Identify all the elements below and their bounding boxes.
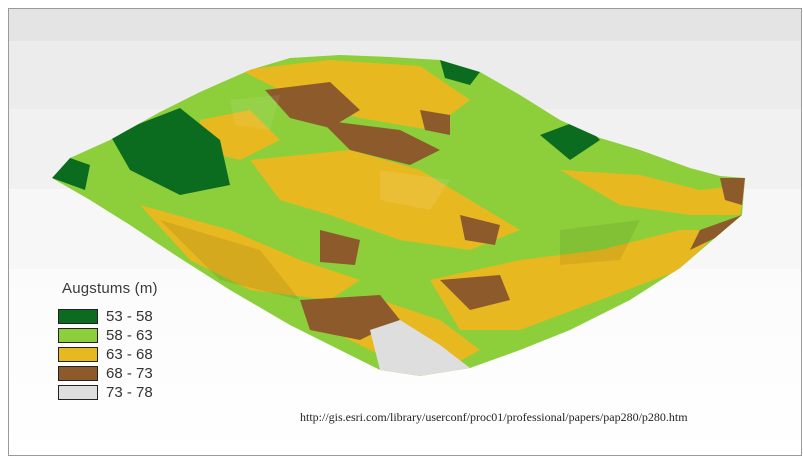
- legend-swatch: [58, 347, 98, 362]
- legend-swatch: [58, 385, 98, 400]
- legend-label: 53 - 58: [106, 308, 153, 325]
- legend-swatch: [58, 309, 98, 324]
- legend-item: 73 - 78: [58, 383, 158, 402]
- legend-label: 73 - 78: [106, 384, 153, 401]
- legend-label: 58 - 63: [106, 327, 153, 344]
- legend-item: 53 - 58: [58, 307, 158, 326]
- legend-item: 68 - 73: [58, 364, 158, 383]
- legend-item: 63 - 68: [58, 345, 158, 364]
- legend-label: 68 - 73: [106, 365, 153, 382]
- legend-item: 58 - 63: [58, 326, 158, 345]
- source-url: http://gis.esri.com/library/userconf/pro…: [300, 410, 688, 424]
- legend-label: 63 - 68: [106, 346, 153, 363]
- legend-swatch: [58, 366, 98, 381]
- legend: Augstums (m) 53 - 58 58 - 63 63 - 68 68 …: [58, 280, 158, 402]
- legend-items: 53 - 58 58 - 63 63 - 68 68 - 73 73 - 78: [58, 307, 158, 402]
- legend-title: Augstums (m): [62, 280, 158, 297]
- legend-swatch: [58, 328, 98, 343]
